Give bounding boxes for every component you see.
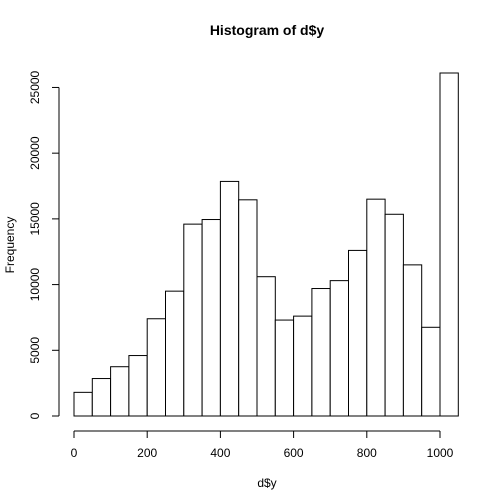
x-axis-label: d$y: [257, 476, 276, 490]
y-axis: 0 5000 10000 15000 20000 25000: [28, 70, 60, 419]
x-tick-label: 1000: [427, 446, 454, 460]
x-tick-label: 800: [357, 446, 377, 460]
histogram-bar-6: [183, 223, 203, 417]
x-tick-label: 600: [284, 446, 304, 460]
y-tick-label: 10000: [28, 268, 42, 302]
histogram-bar-18: [402, 264, 423, 417]
histogram-bar-1: [91, 378, 112, 417]
x-tick-label: 0: [71, 446, 78, 460]
histogram-bar-3: [128, 355, 148, 417]
chart-title: Histogram of d$y: [210, 22, 325, 38]
x-axis-ticks: 0 200 400 600 800 1000: [71, 431, 454, 460]
histogram-bar-12: [293, 315, 313, 417]
histogram-bar-10: [256, 276, 276, 417]
y-tick-label: 25000: [28, 70, 42, 104]
histogram-bar-17: [384, 213, 404, 417]
x-axis: 0 200 400 600 800 1000: [71, 430, 454, 460]
x-tick-label: 400: [210, 446, 230, 460]
histogram-bar-8: [219, 180, 240, 417]
y-tick-label: 0: [28, 412, 42, 419]
histogram-bar-5: [165, 290, 185, 417]
y-tick-label: 15000: [28, 202, 42, 236]
y-tick-label: 20000: [28, 136, 42, 170]
histogram-bar-0: [73, 391, 93, 417]
histogram-bar-14: [329, 280, 350, 417]
histogram-bar-9: [238, 199, 258, 417]
histogram-bar-15: [348, 249, 368, 417]
histogram-bars: [73, 72, 459, 417]
y-tick-label: 5000: [28, 337, 42, 364]
x-tick-label: 200: [137, 446, 157, 460]
histogram-bar-7: [201, 219, 221, 417]
histogram-bar-4: [146, 318, 166, 417]
histogram-bar-11: [274, 319, 295, 417]
y-axis-ticks: 0 5000 10000 15000 20000 25000: [28, 70, 59, 419]
histogram-bar-16: [366, 198, 386, 417]
histogram-bar-13: [311, 288, 331, 417]
histogram-bar-2: [110, 366, 130, 417]
histogram-bar-19: [421, 326, 441, 417]
histogram-bar-20: [439, 72, 459, 417]
y-axis-label: Frequency: [3, 217, 17, 274]
